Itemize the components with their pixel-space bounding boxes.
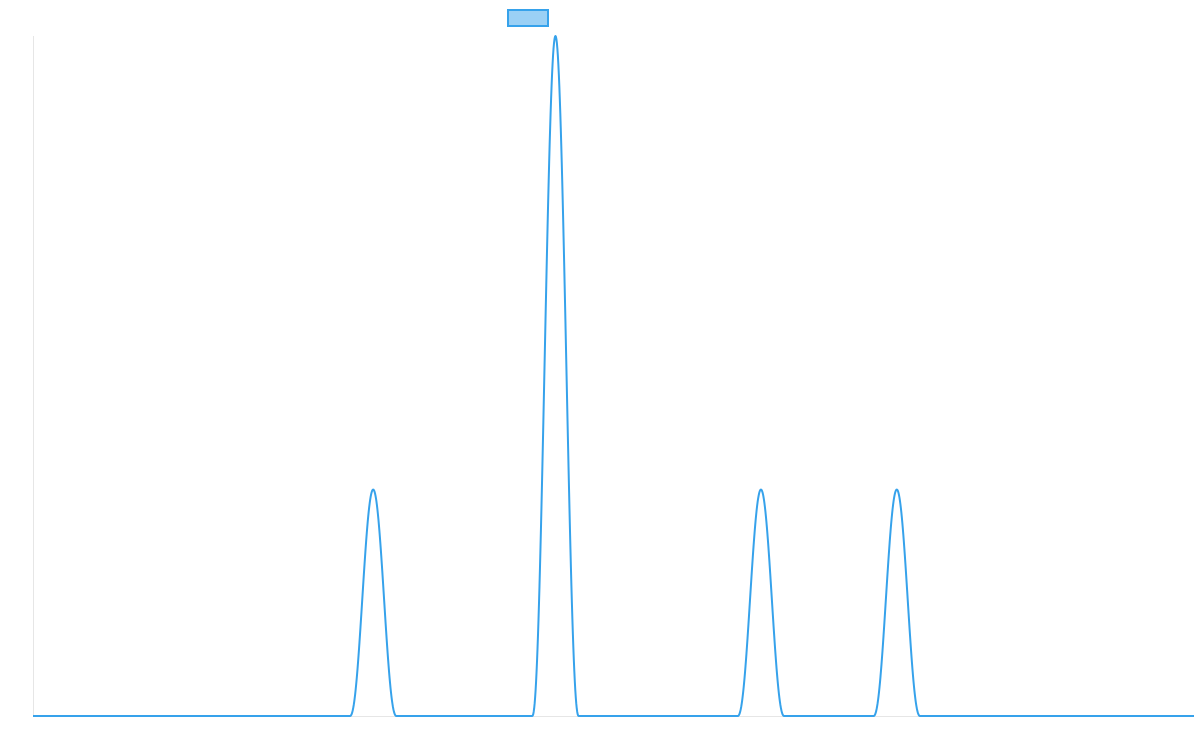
- legend[interactable]: [507, 9, 549, 27]
- peak-point[interactable]: [552, 33, 558, 39]
- legend-swatch[interactable]: [507, 9, 549, 27]
- peak-point[interactable]: [758, 487, 764, 493]
- peak-point[interactable]: [894, 487, 900, 493]
- axes: [33, 36, 1194, 717]
- series-layer: [32, 33, 1195, 717]
- series-line: [32, 35, 1195, 717]
- peak-point[interactable]: [370, 487, 376, 493]
